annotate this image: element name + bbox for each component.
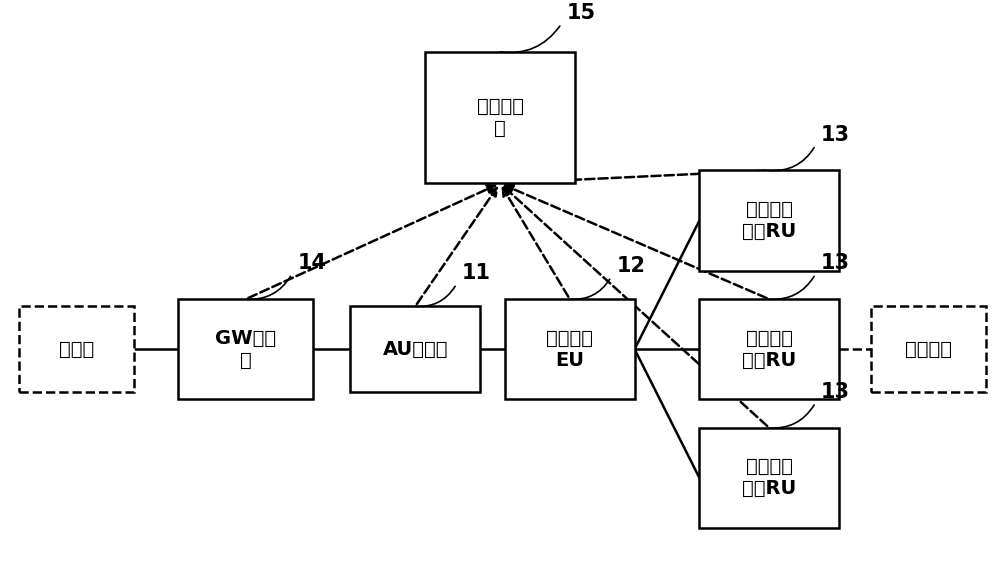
Text: 核心网: 核心网 [59,340,94,359]
Text: 11: 11 [462,263,491,283]
Text: 射频拉远
装置RU: 射频拉远 装置RU [742,200,796,241]
Text: 13: 13 [821,253,850,273]
Text: 13: 13 [821,382,850,402]
Bar [871,306,986,392]
Bar [350,306,480,392]
Bar [19,306,134,392]
Text: 射频拉远
装置RU: 射频拉远 装置RU [742,457,796,499]
Text: 15: 15 [567,3,596,23]
Bar [505,299,635,399]
Bar [425,52,575,183]
Bar [178,299,313,399]
Text: 射频拉远
装置RU: 射频拉远 装置RU [742,329,796,370]
Bar [699,428,839,528]
Text: AU子系统: AU子系统 [382,340,448,359]
Text: 网管子系
统: 网管子系 统 [477,97,524,138]
Text: 扩展装置
EU: 扩展装置 EU [546,329,593,370]
Text: 14: 14 [298,253,327,273]
Bar [699,299,839,399]
Bar [699,171,839,270]
Text: 12: 12 [617,256,646,276]
Text: GW子系
统: GW子系 统 [215,329,276,370]
Text: 用户终端: 用户终端 [905,340,952,359]
Text: 13: 13 [821,125,850,145]
